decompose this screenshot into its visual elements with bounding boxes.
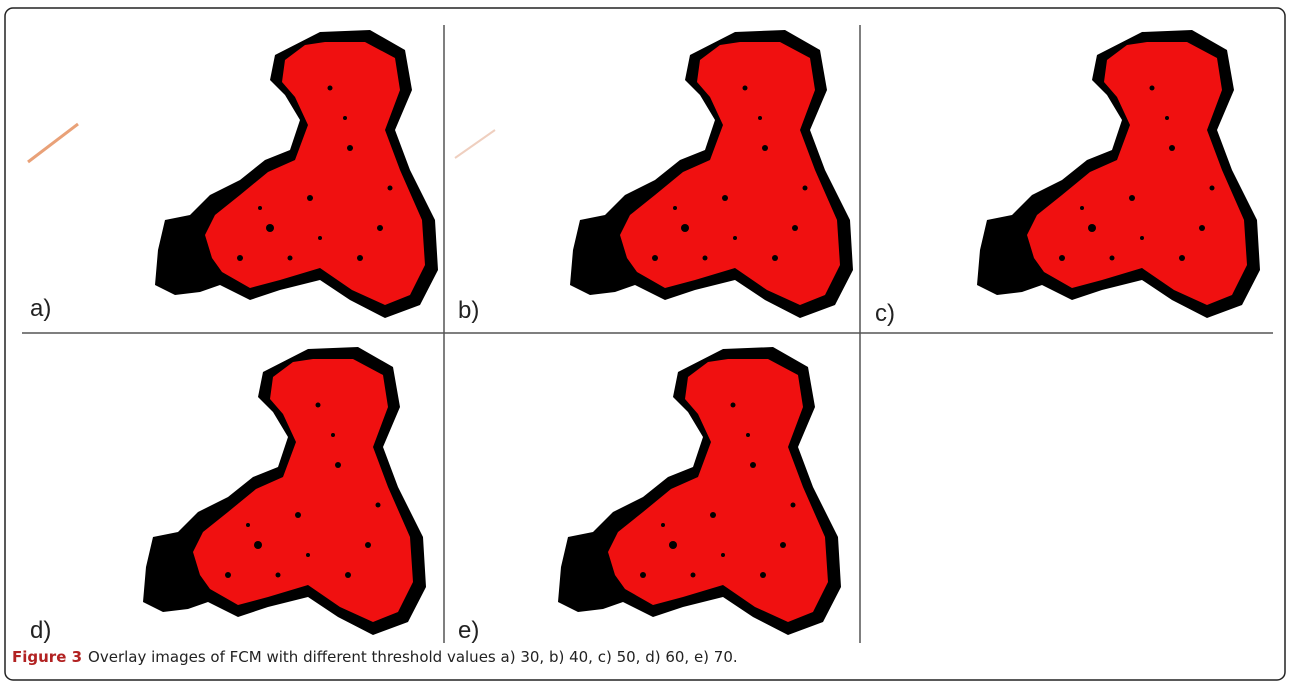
page: {"figure": { "panels": [{"label": "a)"},… <box>0 0 1290 686</box>
figure: a) b) c) d) e) Figure 3 Overlay images of… <box>0 0 1290 686</box>
panel-image <box>143 347 426 635</box>
panel-image <box>977 30 1260 318</box>
panel-image <box>155 30 438 318</box>
caption-text: Overlay images of FCM with different thr… <box>88 648 738 666</box>
artifact <box>455 130 495 158</box>
artifact <box>28 124 78 162</box>
caption-label: Figure 3 <box>12 648 82 666</box>
panel-label: a) <box>30 295 51 322</box>
panel-label: c) <box>875 300 895 327</box>
panel-label: e) <box>458 617 479 644</box>
panel-label: b) <box>458 297 479 324</box>
panel-label: d) <box>30 617 51 644</box>
panel-image <box>570 30 853 318</box>
caption: Figure 3 Overlay images of FCM with diffe… <box>12 648 738 666</box>
panel-image <box>558 347 841 635</box>
